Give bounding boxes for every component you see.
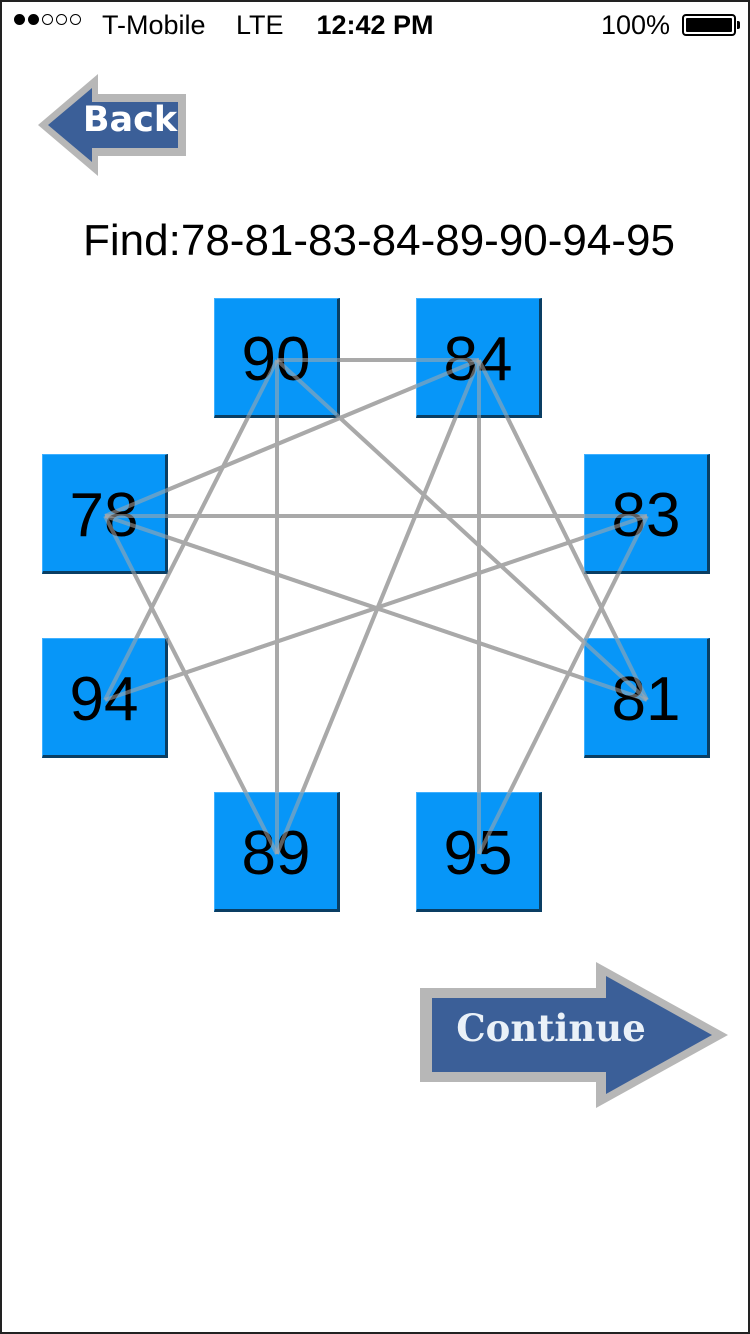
continue-arrow-icon <box>420 962 728 1108</box>
back-button[interactable]: Back <box>36 72 188 178</box>
tile-label: 84 <box>443 325 513 394</box>
tile-89[interactable]: 89 <box>214 792 340 912</box>
carrier-name: T-Mobile <box>102 10 206 40</box>
status-time: 12:42 PM <box>316 10 434 40</box>
tile-label: 83 <box>611 481 681 550</box>
tile-94[interactable]: 94 <box>42 638 168 758</box>
continue-button[interactable]: Continue <box>418 960 730 1110</box>
continue-button-label: Continue <box>456 1006 646 1050</box>
battery-percent: 100% <box>600 10 670 40</box>
battery-icon <box>682 14 740 36</box>
connection-line-78-81 <box>104 514 648 702</box>
connection-line-83-94 <box>104 514 648 702</box>
signal-strength-icon <box>14 14 81 25</box>
network-type: LTE <box>236 10 284 40</box>
connection-line-78-81 <box>104 514 648 702</box>
tile-78[interactable]: 78 <box>42 454 168 574</box>
tile-81[interactable]: 81 <box>584 638 710 758</box>
tile-label: 95 <box>443 819 513 888</box>
tile-label: 78 <box>69 481 139 550</box>
find-sequence-label: Find:78-81-83-84-89-90-94-95 <box>83 216 675 265</box>
back-button-label: Back <box>82 100 178 140</box>
back-arrow-icon <box>38 74 186 176</box>
connection-line-83-94 <box>104 514 648 702</box>
tile-label: 90 <box>241 325 311 394</box>
connection-line-84-89 <box>275 359 481 855</box>
tile-label: 81 <box>611 665 681 734</box>
tile-90[interactable]: 90 <box>214 298 340 418</box>
connection-line-84-89 <box>275 359 481 855</box>
tile-95[interactable]: 95 <box>416 792 542 912</box>
tile-label: 94 <box>69 665 139 734</box>
tile-83[interactable]: 83 <box>584 454 710 574</box>
tile-84[interactable]: 84 <box>416 298 542 418</box>
tile-label: 89 <box>241 819 311 888</box>
status-bar: T-Mobile LTE 12:42 PM 100% <box>0 0 750 52</box>
